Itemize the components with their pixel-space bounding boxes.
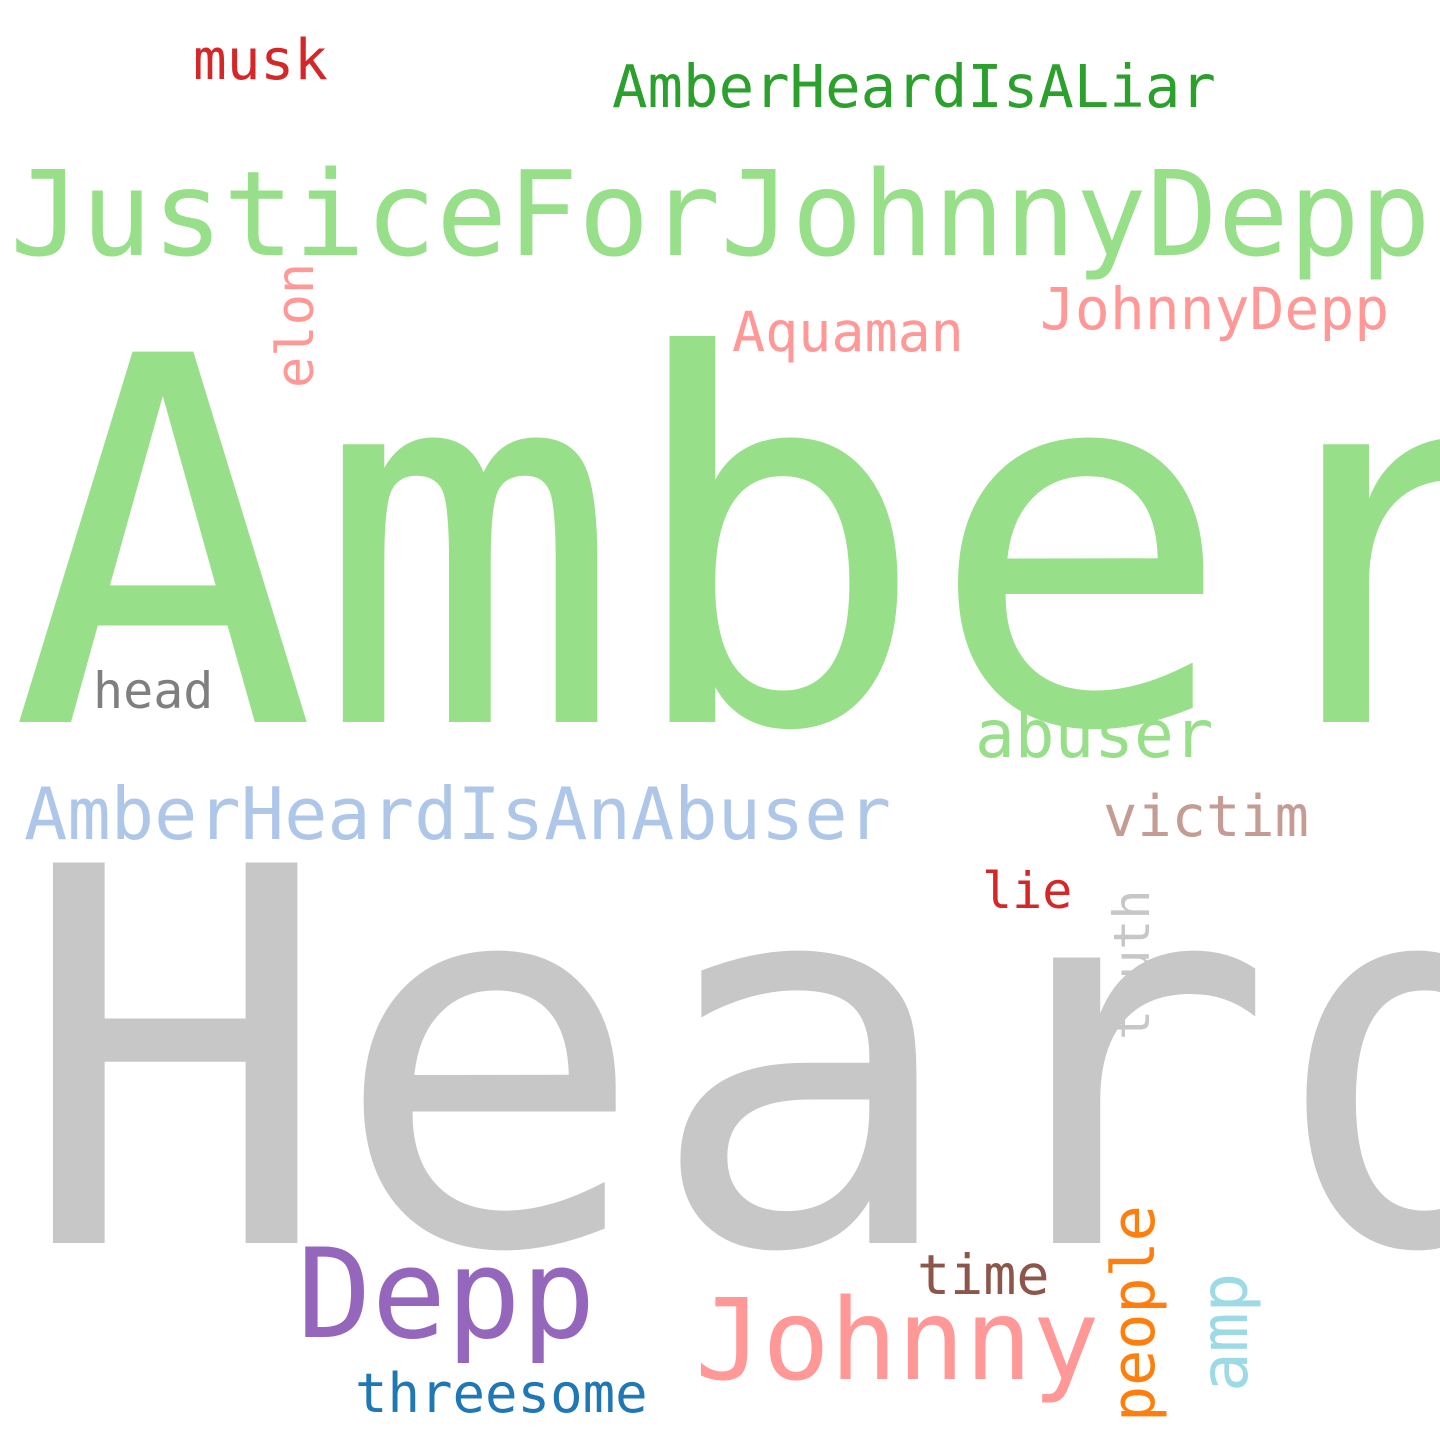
word-people: people [1099,1205,1169,1422]
word-justicefor-johnnydepp: JusticeForJohnnyDepp [10,145,1431,283]
word-johnnydepp: JohnnyDepp [1040,275,1390,343]
word-head: head [93,662,214,720]
word-victim: victim [1103,784,1309,850]
word-depp: Depp [297,1223,596,1367]
word-amberheardisaliar: AmberHeardIsALiar [612,52,1216,121]
word-johnny: Johnny [695,1276,1100,1406]
word-lie: lie [982,862,1073,920]
word-elon: elon [266,262,326,388]
word-heard: Heard [18,759,1440,1367]
word-truth: truth [1103,889,1161,1040]
word-threesome: threesome [355,1362,648,1425]
word-aquaman: Aquaman [732,300,964,364]
word-amp: amp [1186,1272,1263,1392]
word-amberheardisanabuser: AmberHeardIsAnAbuser [24,772,891,856]
word-abuser: abuser [975,696,1214,773]
word-time: time [917,1243,1050,1307]
word-amber: Amber [10,250,1440,842]
word-musk: musk [193,28,328,93]
